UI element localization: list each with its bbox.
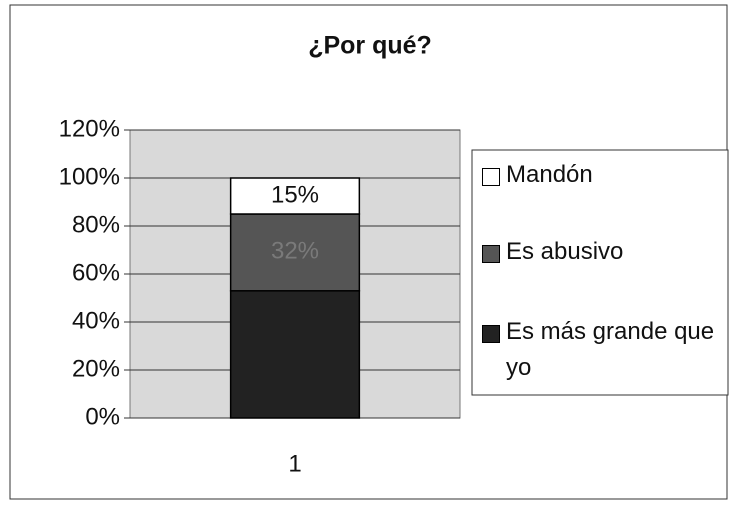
legend-swatch: [482, 245, 500, 263]
y-tick-label: 0%: [85, 403, 120, 430]
y-tick-label: 120%: [59, 115, 120, 142]
legend-label: Es abusivo: [506, 238, 624, 265]
bar-segment: [229, 213, 361, 292]
data-label: 32%: [271, 238, 319, 265]
y-tick-label: 80%: [72, 211, 120, 238]
y-tick-label: 20%: [72, 355, 120, 382]
legend-label: Es más grande que yo: [506, 318, 715, 381]
legend-item: Es más grande que yo: [482, 318, 721, 386]
bar-segment: [229, 290, 361, 419]
y-tick-label: 100%: [59, 163, 120, 190]
y-tick-label: 60%: [72, 259, 120, 286]
legend-swatch: [482, 325, 500, 343]
bar-segment: [229, 177, 361, 215]
legend-item: Mandón: [482, 161, 721, 193]
legend-label: Mandón: [506, 161, 593, 188]
chart-title: ¿Por qué?: [308, 32, 432, 60]
x-tick-label: 1: [288, 450, 301, 477]
legend-item: Es abusivo: [482, 238, 721, 270]
legend-box: [471, 149, 729, 396]
legend-swatch: [482, 168, 500, 186]
y-tick-label: 40%: [72, 307, 120, 334]
data-label: 15%: [271, 181, 319, 208]
